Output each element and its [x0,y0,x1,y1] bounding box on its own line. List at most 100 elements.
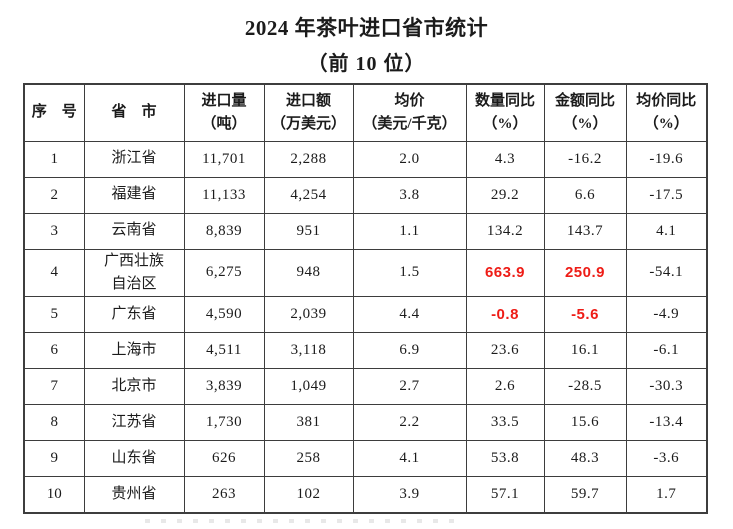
cell-text: 4.3 [494,150,516,167]
cell-text: 2 [50,186,59,203]
cell-avg-price: 4.4 [352,296,467,333]
header-line1: 均价同比 [636,92,697,109]
cell-text: -4.9 [653,306,680,322]
cell-text: -54.1 [649,264,684,281]
cell-volume-yoy: 29.2 [465,176,545,214]
cell-text: 263 [212,485,236,502]
cell-text: 1 [50,150,59,167]
cell-value-yoy: 48.3 [543,440,627,477]
cell-text: 59.7 [570,485,600,502]
cell-text: 4.1 [656,222,677,239]
cell-text: -19.6 [649,150,684,167]
cell-text: -30.3 [649,378,684,394]
cell-rank: 2 [23,176,85,214]
cell-text: -17.5 [649,186,684,203]
cell-text: 4 [50,264,59,281]
cell-text: 4.1 [399,450,420,466]
cell-rank: 9 [23,440,85,477]
header-line2: （吨） [201,115,247,132]
cell-value-yoy: 6.6 [543,176,627,214]
cell-price-yoy: -13.4 [625,404,708,441]
cell-text: 8,839 [205,222,243,239]
cell-import-value: 951 [263,212,354,250]
cell-text: 1,049 [290,378,327,394]
cell-province: 山东省 [83,440,185,477]
cell-province: 贵州省 [83,476,185,513]
cell-text: 1,730 [205,414,243,430]
cell-text: 2.2 [399,414,420,430]
cell-text: 浙江省 [111,150,157,167]
cell-value-yoy: -28.5 [543,368,627,405]
cell-province: 广西壮族 自治区 [83,248,185,297]
table-row: 2 福建省 11,133 4,254 3.8 29.2 6.6 -17.5 [23,176,708,214]
cell-import-volume: 8,839 [183,212,265,250]
cell-text: 951 [296,222,321,239]
header-line1: 进口额 [285,92,331,109]
table-row: 3 云南省 8,839 951 1.1 134.2 143.7 4.1 [23,212,708,250]
cell-text: 16.1 [570,342,600,358]
cell-import-value: 258 [263,440,354,477]
cell-text: 15.6 [570,414,600,430]
cell-import-volume: 263 [183,476,265,513]
cell-text: 6.9 [399,342,420,358]
cell-text: 5 [50,306,59,322]
cell-avg-price: 6.9 [352,332,467,369]
column-header: 省 市 [83,83,185,142]
cell-text: 626 [212,450,236,466]
cell-avg-price: 3.9 [352,476,467,513]
cutoff-text-remnant [145,519,465,523]
cell-text: 1.1 [399,222,420,239]
cell-volume-yoy: 57.1 [465,476,545,513]
cell-avg-price: 1.5 [352,248,467,297]
cell-text: 上海市 [111,341,157,358]
cell-import-volume: 4,590 [183,296,265,333]
table-row: 5 广东省 4,590 2,039 4.4 -0.8 -5.6 -4.9 [23,296,708,333]
tea-import-stats-table: 序 号省 市进口量 （吨） 进口额 （万美元） 均价 （美元/千克） 数量同比 （%） 金额同比… [23,83,708,514]
cell-text: 2.0 [399,150,420,167]
cell-province: 广东省 [83,296,185,333]
cell-text: 11,701 [202,150,246,167]
cell-value-yoy: -16.2 [543,140,627,178]
cell-avg-price: 3.8 [352,176,467,214]
cell-avg-price: 2.0 [352,140,467,178]
cell-price-yoy: -17.5 [625,176,708,214]
cell-rank: 7 [23,368,85,405]
cell-avg-price: 1.1 [352,212,467,250]
cell-text: 广西壮族 自治区 [103,252,164,292]
cell-text: -6.1 [653,342,680,358]
cell-import-value: 1,049 [263,368,354,405]
cell-volume-yoy: 663.9 [465,248,545,297]
table-row: 7 北京市 3,839 1,049 2.7 2.6 -28.5 -30.3 [23,368,708,405]
cell-import-value: 102 [263,476,354,513]
column-header: 进口额 （万美元） [263,83,354,142]
cell-text: 8 [50,414,59,430]
cell-import-volume: 626 [183,440,265,477]
cell-text: 4,590 [205,306,243,322]
cell-rank: 5 [23,296,85,333]
cell-text: 3.9 [399,485,420,502]
cell-avg-price: 2.7 [352,368,467,405]
table-row: 1 浙江省 11,701 2,288 2.0 4.3 -16.2 -19.6 [23,140,708,178]
cell-import-value: 948 [263,248,354,297]
cell-import-volume: 4,511 [183,332,265,369]
cell-import-volume: 6,275 [183,248,265,297]
cell-text: 2.6 [494,378,516,394]
cell-text: 53.8 [490,450,520,466]
cell-province: 福建省 [83,176,185,214]
cell-import-value: 4,254 [263,176,354,214]
cell-rank: 8 [23,404,85,441]
cell-text: 33.5 [490,414,520,430]
cell-value-yoy: 143.7 [543,212,627,250]
cell-text: 4.4 [399,306,420,322]
cell-import-value: 2,039 [263,296,354,333]
cell-text: 29.2 [490,186,520,203]
cell-text: 3,118 [290,342,327,358]
column-header: 数量同比 （%） [465,83,545,142]
table-row: 9 山东省 626 258 4.1 53.8 48.3 -3.6 [23,440,708,477]
cell-text: 1.7 [656,485,677,502]
header-line1: 进口量 [201,92,247,109]
cell-text: 3,839 [205,378,243,394]
column-header: 序 号 [23,83,85,142]
header-line2: （美元/千克） [362,115,457,132]
header-line1: 序 号 [31,104,77,121]
